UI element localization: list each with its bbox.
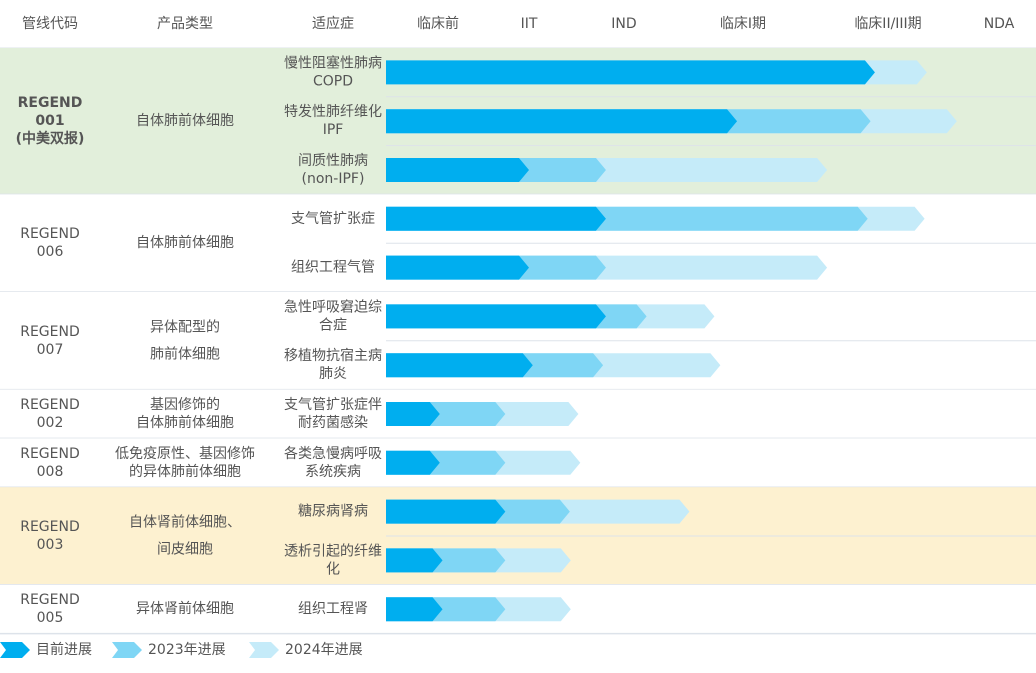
cell-text: 002 [37,415,64,431]
cell-text: 基因修饰的 [150,396,220,413]
progress-arrow [386,353,533,378]
cell-text: REGEND [20,324,80,340]
column-header: 临床前 [417,15,459,32]
legend-swatch [0,642,30,658]
cell-text: 急性呼吸窘迫综 [284,299,382,315]
progress-arrow [386,255,529,280]
legend-swatch [249,642,279,658]
progress-arrow [386,499,506,524]
progress-arrow [386,450,440,475]
legend-swatch [112,642,142,658]
cell-text: 005 [37,610,64,626]
progress-arrow [386,548,443,573]
progress-arrow [386,60,875,85]
cell-text: 自体肾前体细胞、 [129,514,241,531]
cell-text: 006 [37,244,64,260]
cell-text: 自体肺前体细胞 [136,414,234,431]
cell-text: 支气管扩张症伴 [284,397,382,413]
cell-text: 间质性肺病 [298,153,368,169]
legend-label: 目前进展 [36,641,92,658]
cell-text: 008 [37,464,64,480]
cell-text: 异体肾前体细胞 [136,600,234,617]
column-header: 临床II/III期 [854,16,921,32]
cell-text: 肺前体细胞 [150,345,220,362]
cell-text: REGEND [20,446,80,462]
progress-arrow [386,597,443,622]
cell-text: 透析引起的纤维 [284,543,382,559]
cell-text: 低免疫原性、基因修饰 [115,445,255,462]
cell-text: 支气管扩张症 [291,211,375,227]
cell-text: 合症 [319,317,347,333]
cell-text: 间皮细胞 [157,542,213,558]
cell-text: 慢性阻塞性肺病 [284,54,382,71]
cell-text: 耐药菌感染 [298,414,368,431]
column-header: NDA [984,16,1015,32]
cell-text: 异体配型的 [150,319,220,335]
progress-arrow [386,158,529,182]
cell-text: 组织工程气管 [291,260,375,276]
progress-arrow [386,206,606,231]
cell-text: (non-IPF) [302,171,365,187]
cell-text: (中美双报) [16,130,85,147]
cell-text: REGEND [18,95,83,111]
progress-arrow [386,109,738,134]
cell-text: 肺炎 [319,366,347,382]
cell-text: REGEND [20,592,80,608]
cell-text: 的异体肺前体细胞 [129,463,241,480]
cell-text: REGEND [20,519,80,535]
cell-text: 化 [326,561,340,577]
column-header: IND [611,16,636,32]
cell-text: 糖尿病肾病 [298,504,368,520]
cell-text: 自体肺前体细胞 [136,234,234,251]
progress-arrow [386,402,440,426]
cell-text: 001 [35,113,64,129]
cell-text: 特发性肺纤维化 [284,104,382,120]
cell-text: 移植物抗宿主病 [284,347,382,364]
legend-label: 2023年进展 [148,642,226,658]
column-header: 临床I期 [720,16,766,32]
cell-text: IPF [323,122,344,138]
cell-text: 组织工程肾 [298,601,368,617]
column-header: 产品类型 [157,16,213,32]
column-header: 管线代码 [22,16,78,32]
progress-arrow [386,304,606,329]
column-header: 适应症 [312,15,354,32]
column-header: IIT [521,16,538,32]
cell-text: COPD [313,73,353,89]
cell-text: REGEND [20,397,80,413]
cell-text: 自体肺前体细胞 [136,112,234,129]
cell-text: 007 [37,342,64,358]
cell-text: 003 [37,537,64,553]
legend-label: 2024年进展 [285,642,363,658]
cell-text: REGEND [20,226,80,242]
cell-text: 系统疾病 [305,464,361,480]
cell-text: 各类急慢病呼吸 [284,445,382,462]
